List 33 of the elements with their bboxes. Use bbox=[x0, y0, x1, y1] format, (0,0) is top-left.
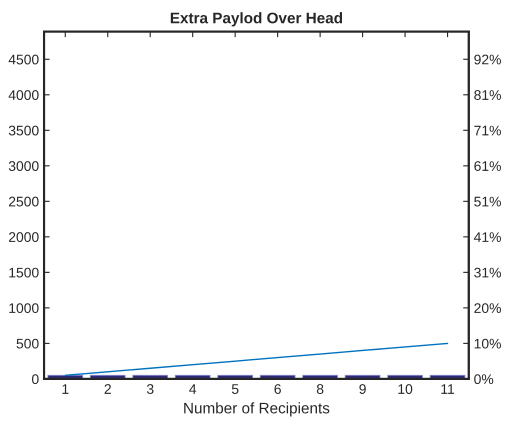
x-tick-label: 5 bbox=[232, 384, 238, 394]
x-tick-label: 6 bbox=[274, 384, 281, 394]
y2-tick-label: 81% bbox=[474, 90, 501, 100]
y-tick-label: 3500 bbox=[8, 126, 39, 136]
x-axis-title: Number of Recipients bbox=[184, 402, 330, 417]
y2-tick-label: 10% bbox=[474, 338, 501, 349]
x-tick-label: 3 bbox=[146, 384, 154, 394]
y-tick-label: 3000 bbox=[8, 161, 39, 171]
x-tick-label: 9 bbox=[359, 384, 366, 394]
y2-tick-label: 20% bbox=[474, 303, 501, 314]
y2-tick-label: 92% bbox=[474, 54, 501, 64]
y2-tick-label: 51% bbox=[474, 196, 501, 206]
y-tick-label: 500 bbox=[16, 338, 39, 349]
y2-tick-label: 71% bbox=[474, 126, 501, 136]
x-tick-label: 10 bbox=[398, 384, 412, 394]
x-tick-label: 8 bbox=[316, 384, 324, 394]
y-tick-label: 1000 bbox=[9, 303, 39, 314]
y-tick-label: 2000 bbox=[8, 232, 39, 242]
x-tick-label: 1 bbox=[62, 384, 68, 394]
y2-tick-label: 61% bbox=[474, 161, 501, 171]
y-tick-label: 2500 bbox=[8, 196, 39, 206]
x-tick-label: 4 bbox=[189, 384, 196, 394]
y-tick-label: 1500 bbox=[9, 268, 39, 278]
y2-tick-label: 0% bbox=[474, 374, 494, 384]
x-tick-label: 11 bbox=[441, 384, 454, 394]
line-series bbox=[64, 342, 448, 376]
chart-title: Extra Paylod Over Head bbox=[170, 12, 342, 26]
y2-tick-label: 31% bbox=[474, 268, 501, 278]
y-tick-label: 4000 bbox=[8, 90, 39, 100]
y-tick-label: 0 bbox=[32, 374, 39, 384]
y-tick-label: 4500 bbox=[8, 54, 39, 64]
x-tick-label: 2 bbox=[104, 384, 111, 394]
y2-tick-label: 41% bbox=[474, 232, 501, 242]
